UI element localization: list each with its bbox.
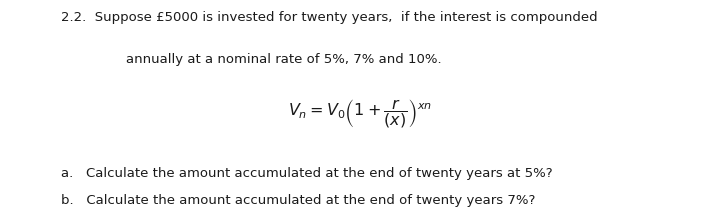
Text: annually at a nominal rate of 5%, 7% and 10%.: annually at a nominal rate of 5%, 7% and… (126, 53, 441, 66)
Text: b.   Calculate the amount accumulated at the end of twenty years 7%?: b. Calculate the amount accumulated at t… (61, 194, 536, 207)
Text: 2.2.  Suppose £5000 is invested for twenty years,  if the interest is compounded: 2.2. Suppose £5000 is invested for twent… (61, 11, 598, 24)
Text: a.   Calculate the amount accumulated at the end of twenty years at 5%?: a. Calculate the amount accumulated at t… (61, 167, 553, 180)
Text: $V_n = V_0\left(1 + \dfrac{r}{(x)}\right)^{xn}$: $V_n = V_0\left(1 + \dfrac{r}{(x)}\right… (288, 97, 432, 130)
